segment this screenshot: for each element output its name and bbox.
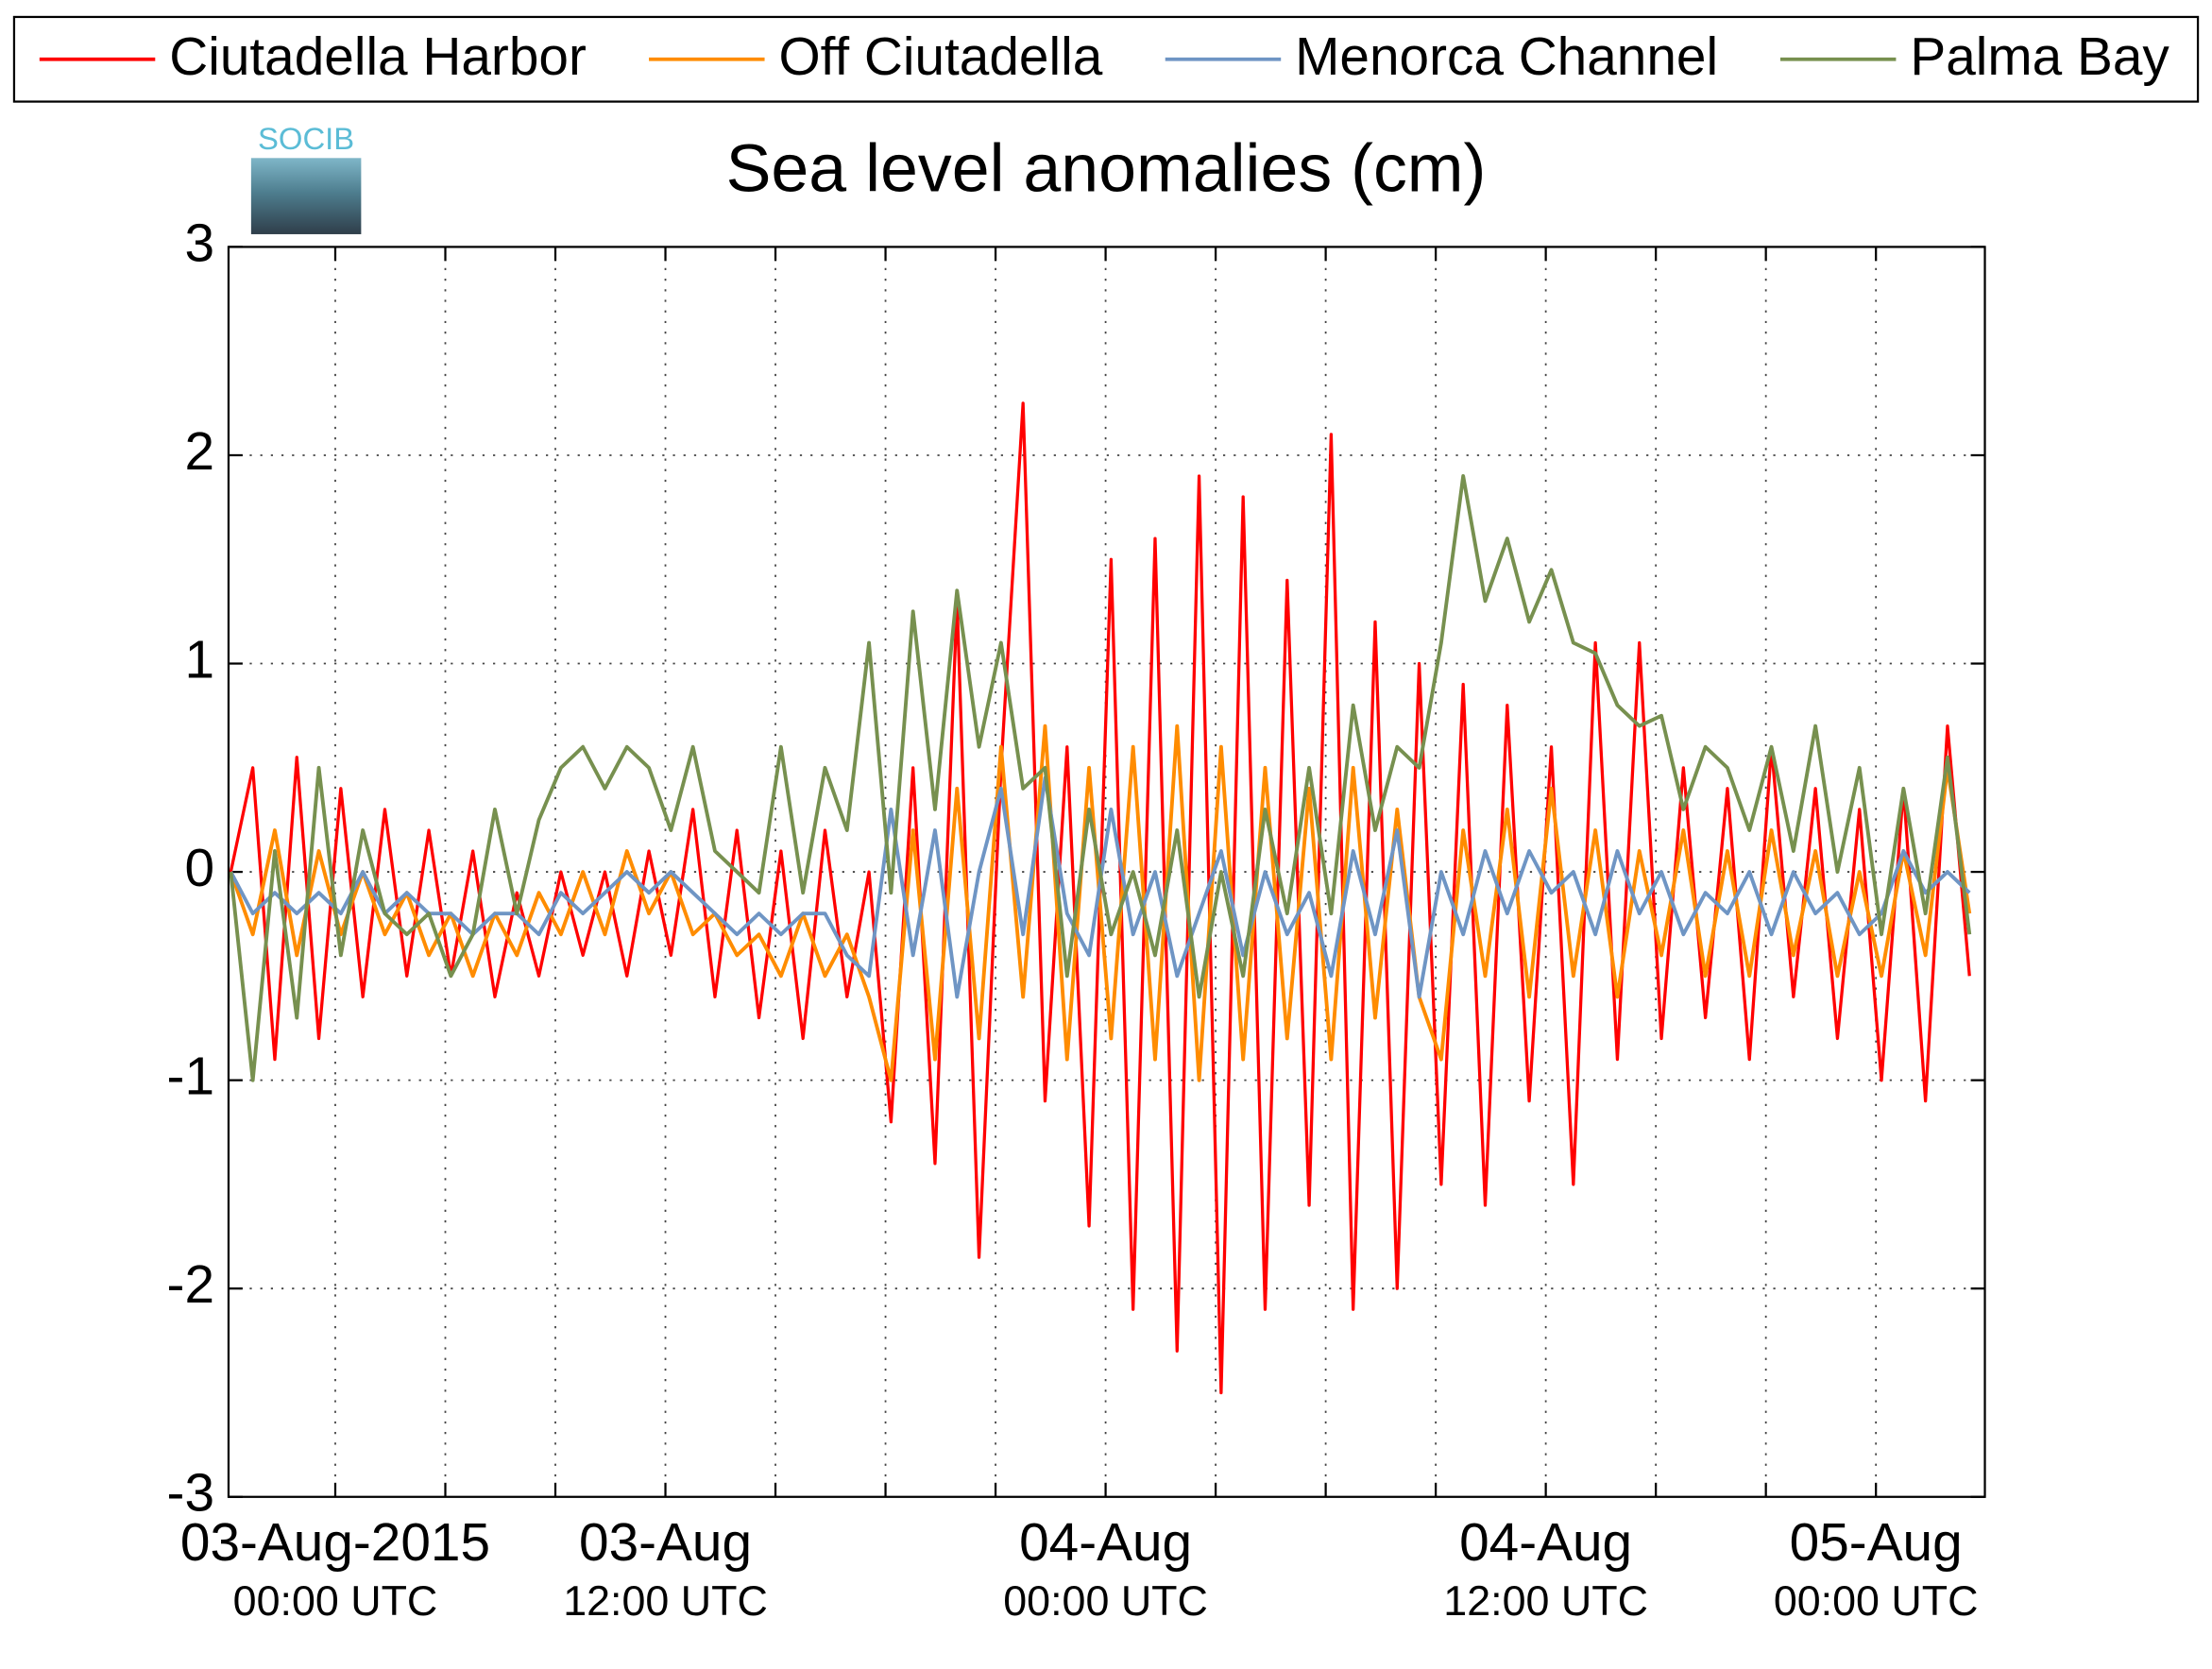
chart-title: Sea level anomalies (cm) (726, 131, 1487, 207)
y-tick-label: 2 (184, 422, 214, 482)
x-tick-sublabel: 00:00 UTC (233, 1577, 438, 1625)
plot-frame (227, 246, 1986, 1498)
logo-text: SOCIB (258, 121, 354, 156)
y-tick-label: 1 (184, 631, 214, 690)
legend-label: Ciutadella Harbor (169, 27, 587, 87)
logo-wave (250, 158, 362, 234)
series-line (229, 474, 1972, 1082)
x-tick-label: 05-Aug (1790, 1513, 1963, 1573)
legend-label: Off Ciutadella (778, 27, 1102, 87)
legend-label: Palma Bay (1910, 27, 2169, 87)
x-tick-sublabel: 00:00 UTC (1774, 1577, 1979, 1625)
y-tick-label: 0 (184, 839, 214, 898)
series-line (229, 724, 1972, 1082)
y-tick-label: -1 (167, 1047, 214, 1107)
x-tick-sublabel: 00:00 UTC (1003, 1577, 1208, 1625)
x-tick-sublabel: 12:00 UTC (1443, 1577, 1648, 1625)
y-tick-label: -2 (167, 1255, 214, 1315)
x-tick-label: 03-Aug (579, 1513, 752, 1573)
x-tick-sublabel: 12:00 UTC (563, 1577, 768, 1625)
x-tick-label: 03-Aug-2015 (180, 1513, 490, 1573)
x-tick-label: 04-Aug (1019, 1513, 1192, 1573)
legend-label: Menorca Channel (1295, 27, 1718, 87)
series-group (229, 401, 1972, 1395)
y-tick-label: 3 (184, 213, 214, 273)
x-tick-label: 04-Aug (1459, 1513, 1632, 1573)
y-tick-label: -3 (167, 1464, 214, 1524)
